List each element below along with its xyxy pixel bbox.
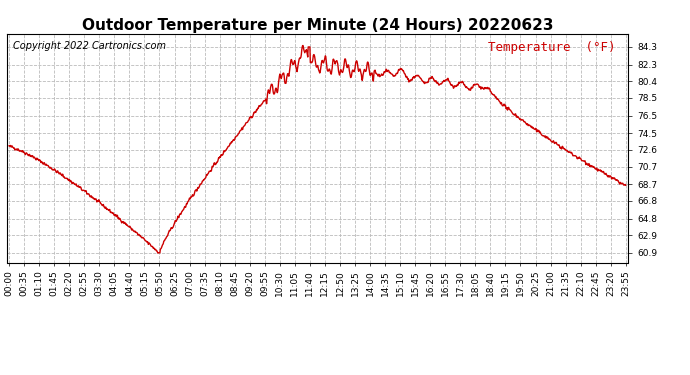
Text: Temperature  (°F): Temperature (°F) — [488, 40, 615, 54]
Text: Copyright 2022 Cartronics.com: Copyright 2022 Cartronics.com — [13, 40, 166, 51]
Title: Outdoor Temperature per Minute (24 Hours) 20220623: Outdoor Temperature per Minute (24 Hours… — [81, 18, 553, 33]
